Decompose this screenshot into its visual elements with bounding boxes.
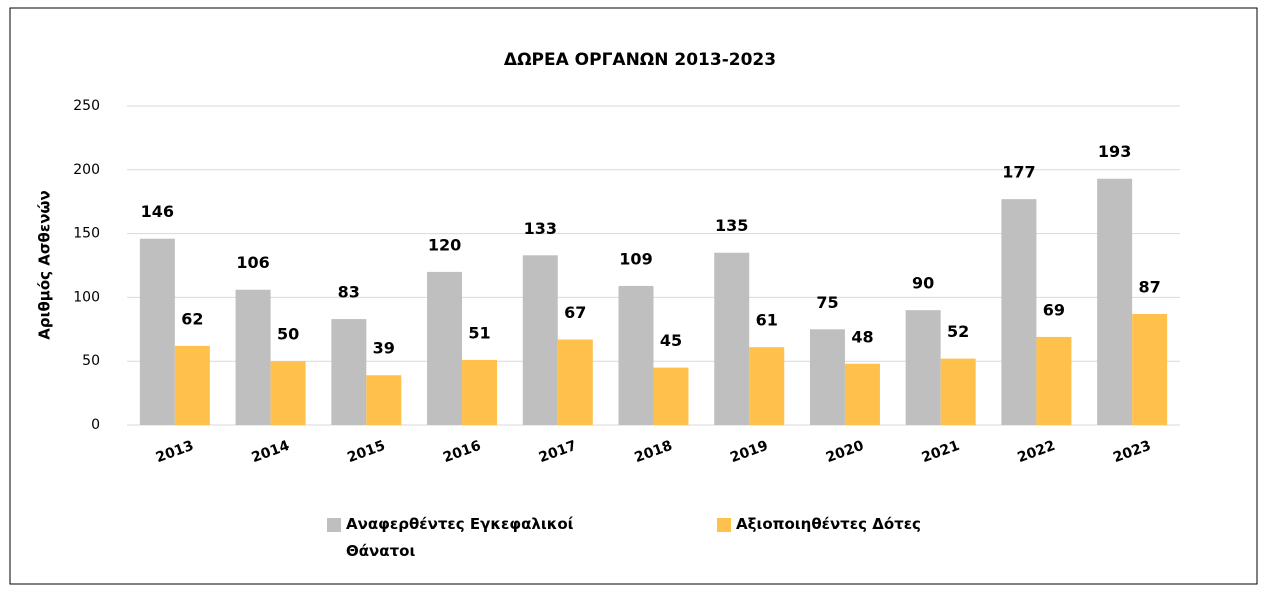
data-label: 48 [851, 327, 873, 346]
bar [235, 289, 271, 425]
legend-label: Αναφερθέντες Εγκεφαλικοί Θάνατοι [346, 515, 574, 560]
bar [427, 271, 463, 425]
y-tick-label: 50 [82, 353, 100, 369]
data-label: 51 [468, 323, 490, 342]
data-label: 90 [912, 274, 934, 293]
data-label: 61 [756, 311, 778, 330]
bar [462, 359, 498, 425]
data-label: 135 [715, 216, 748, 235]
data-label: 133 [524, 219, 557, 238]
bar [940, 358, 976, 425]
data-label: 120 [428, 235, 461, 254]
bar [1097, 178, 1133, 425]
data-label: 193 [1098, 142, 1131, 161]
bar [749, 347, 785, 425]
data-label: 45 [660, 331, 682, 350]
data-label: 83 [338, 283, 360, 302]
data-label: 50 [277, 325, 299, 344]
data-label: 67 [564, 303, 586, 322]
legend-swatch [717, 518, 731, 532]
bar [331, 319, 367, 425]
bar [618, 285, 654, 425]
bar [905, 310, 941, 425]
data-label: 39 [373, 339, 395, 358]
data-label: 109 [619, 249, 652, 268]
bar [174, 345, 210, 425]
y-tick-label: 250 [73, 98, 100, 114]
y-tick-label: 150 [73, 226, 100, 242]
bar [844, 363, 880, 425]
y-tick-label: 0 [91, 417, 100, 433]
bar [366, 375, 402, 425]
data-label: 87 [1139, 277, 1161, 296]
bar [714, 252, 750, 425]
bar [1132, 313, 1168, 425]
y-tick-label: 200 [73, 162, 100, 178]
legend-swatch [327, 518, 341, 532]
bar [653, 367, 689, 425]
data-label: 69 [1043, 300, 1065, 319]
data-label: 75 [816, 293, 838, 312]
bar [809, 329, 845, 425]
chart-title: ΔΩΡΕΑ ΟΡΓΑΝΩΝ 2013-2023 [504, 50, 776, 70]
bar [1001, 199, 1037, 425]
bar [522, 255, 558, 425]
bar [139, 238, 175, 425]
data-label: 177 [1002, 163, 1035, 182]
bar [557, 339, 593, 425]
y-tick-label: 100 [73, 289, 100, 305]
legend-label: Αξιοποιηθέντες Δότες [736, 515, 921, 533]
y-axis-label: Αριθμός Ασθενών [36, 190, 54, 339]
bar [1036, 336, 1072, 425]
data-label: 62 [181, 309, 203, 328]
bar [270, 361, 306, 425]
data-label: 146 [141, 202, 174, 221]
data-label: 106 [236, 253, 269, 272]
data-label: 52 [947, 322, 969, 341]
